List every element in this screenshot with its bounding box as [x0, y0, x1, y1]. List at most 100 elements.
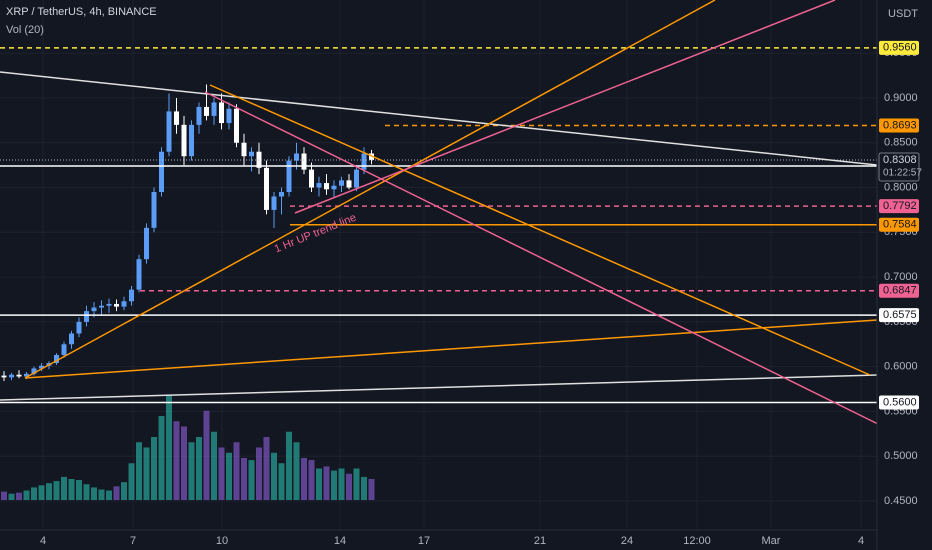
volume-bar — [278, 463, 285, 500]
x-tick-label: 14 — [334, 535, 346, 547]
candle-body — [9, 374, 14, 378]
candle-body — [174, 111, 179, 125]
x-tick-label: 4 — [40, 535, 46, 547]
level-badge — [879, 283, 919, 298]
trend-line — [294, 0, 836, 214]
volume-bar — [173, 421, 180, 500]
trend-line — [24, 0, 716, 379]
candle-body — [331, 185, 337, 190]
volume-bar — [128, 463, 135, 500]
candle-body — [324, 183, 329, 190]
y-tick-label: 0.4500 — [884, 495, 918, 507]
candle-body — [264, 167, 269, 210]
volume-bar — [346, 473, 352, 500]
volume-bar — [368, 479, 375, 500]
volume-bar — [301, 458, 307, 500]
candle-body — [159, 151, 164, 193]
candle-body — [339, 180, 344, 186]
volume-bar — [263, 437, 270, 500]
grid — [0, 0, 877, 530]
candle-body — [61, 344, 67, 356]
volume-bar — [338, 468, 345, 500]
volume-bar — [8, 493, 15, 500]
level-label: 0.7584 — [883, 219, 917, 231]
candle-body — [309, 169, 314, 188]
volume-bar — [158, 416, 165, 500]
volume-bar — [23, 490, 30, 500]
level-label: 0.6575 — [883, 309, 917, 321]
volume-bar — [143, 447, 150, 500]
volume-bar — [316, 468, 322, 500]
candle-body — [346, 180, 352, 188]
countdown: 01:22:57 — [883, 168, 922, 179]
y-tick-label: 0.5000 — [884, 450, 918, 462]
candle-body — [76, 321, 82, 334]
volume-bar — [203, 410, 210, 500]
price-axis — [877, 0, 932, 550]
volume-bar — [53, 481, 60, 500]
candle-body — [91, 307, 97, 312]
trend-line — [24, 319, 878, 379]
x-tick-label: Mar — [762, 535, 781, 547]
candle-body — [219, 102, 224, 124]
candle-body — [106, 303, 112, 306]
volume-bar — [286, 431, 292, 500]
y-tick-label: 0.8000 — [884, 181, 918, 193]
x-tick-label: 17 — [418, 535, 430, 547]
volume-bar — [226, 452, 232, 500]
level-badge — [879, 118, 919, 133]
trend-line — [0, 374, 878, 401]
volume-bar — [233, 442, 240, 500]
plot — [0, 47, 877, 500]
candle-body — [54, 355, 59, 364]
volume-bar — [353, 468, 360, 500]
volume-bar — [256, 447, 262, 500]
indicator-label: Vol (20) — [6, 24, 44, 36]
y-tick-label: 0.6000 — [884, 361, 918, 373]
volume-bar — [218, 447, 225, 500]
volume-bar — [98, 489, 105, 500]
x-tick-label: 24 — [621, 535, 633, 547]
x-tick-label: 4 — [858, 535, 864, 547]
candle-body — [39, 365, 44, 369]
level-badge — [879, 40, 919, 55]
level-badge — [879, 395, 919, 410]
volume-bar — [113, 486, 120, 500]
candle-body — [354, 169, 359, 188]
candle-body — [181, 124, 187, 157]
volume-bar — [106, 490, 112, 500]
last-price-badge — [878, 152, 920, 182]
candle-body — [294, 153, 299, 161]
volume-bar — [61, 476, 67, 500]
candle-body — [204, 106, 209, 116]
volume-bar — [1, 491, 7, 500]
volume-bar — [293, 442, 300, 500]
level-badge — [879, 217, 919, 232]
level-label: 0.7792 — [883, 200, 917, 212]
y-tick-label: 0.9000 — [884, 92, 918, 104]
volume-bar — [248, 460, 255, 500]
volume-bar — [68, 479, 75, 500]
candle-body — [16, 374, 22, 377]
level-label: 0.9560 — [883, 42, 917, 54]
trend-lines — [0, 0, 881, 426]
trend-line — [209, 84, 871, 376]
candle-body — [241, 142, 247, 157]
volume-bar — [136, 442, 142, 500]
candle-body — [99, 305, 104, 308]
candle-body — [1, 375, 7, 378]
level-label: 0.5600 — [883, 396, 917, 408]
y-tick-label: 0.8500 — [884, 137, 918, 149]
candle-body — [196, 106, 202, 125]
level-label: 0.8693 — [883, 119, 917, 131]
candle-body — [279, 192, 284, 197]
candle-body — [69, 333, 74, 345]
volume-bar — [38, 485, 45, 500]
candle-body — [211, 102, 217, 116]
volume-bar — [83, 484, 90, 500]
candle-body — [271, 196, 277, 210]
candle-body — [316, 183, 322, 188]
candle-body — [226, 108, 232, 124]
